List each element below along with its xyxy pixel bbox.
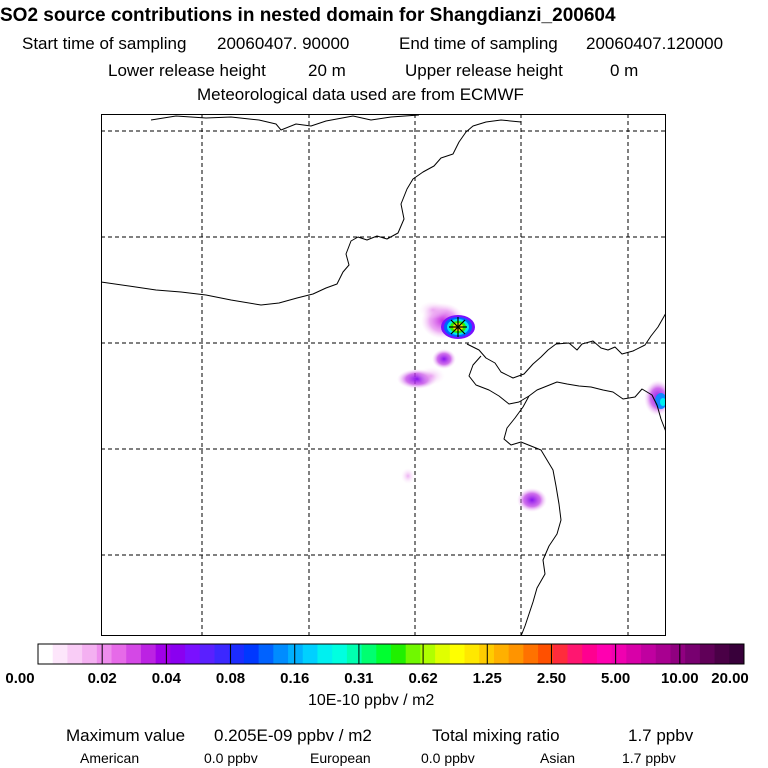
colorbar-swatch [273, 644, 289, 664]
colorbar-swatch [729, 644, 745, 664]
plume-south-1 [432, 349, 456, 369]
colorbar-swatch [361, 644, 377, 664]
total-mixing-value: 1.7 ppbv [628, 726, 694, 745]
colorbar-swatch [376, 644, 392, 664]
colorbar-unit: 10E-10 ppbv / m2 [308, 692, 435, 709]
colorbar-swatch [67, 644, 83, 664]
colorbar-tick-label: 1.25 [472, 670, 502, 687]
colorbar-swatch [508, 644, 524, 664]
colorbar-swatch [140, 644, 157, 664]
colorbar-swatch [420, 644, 436, 664]
colorbar-tick-label: 10.00 [661, 670, 699, 687]
source-european-label: European [310, 750, 371, 766]
colorbar-tick-label: 0.08 [215, 670, 246, 687]
colorbar-swatch [464, 644, 480, 664]
colorbar-tick-label: 0.04 [151, 670, 181, 687]
colorbar-swatch [685, 644, 701, 664]
source-american-value: 0.0 ppbv [204, 750, 258, 766]
colorbar-swatch [82, 644, 98, 664]
colorbar-swatch [229, 644, 245, 664]
colorbar-swatch [523, 644, 539, 664]
colorbar-tick-label: 2.50 [536, 670, 567, 687]
colorbar-swatch [38, 644, 54, 664]
source-asian-label: Asian [540, 750, 576, 766]
max-value: 0.205E-09 ppbv / m2 [214, 726, 372, 745]
end-time-value: 20060407.120000 [586, 34, 724, 53]
max-value-label: Maximum value [66, 726, 186, 745]
lower-release-label: Lower release height [108, 61, 266, 80]
colorbar-tick-label: 0.02 [87, 670, 117, 687]
plume-southwest-faint [417, 367, 445, 385]
colorbar-tick-label: 0.16 [280, 670, 310, 687]
receptor-cross-marker [449, 317, 467, 337]
colorbar-swatch [391, 644, 407, 664]
colorbar-swatch [346, 644, 363, 664]
colorbar-swatch [111, 644, 127, 664]
colorbar-swatch [258, 644, 274, 664]
colorbar-swatch [582, 644, 598, 664]
upper-release-value: 0 m [610, 61, 639, 80]
start-time-label: Start time of sampling [22, 34, 187, 53]
coastline-borders [101, 114, 666, 636]
colorbar-tick-label: 0.62 [408, 670, 438, 687]
plot-title: SO2 source contributions in nested domai… [0, 5, 616, 26]
colorbar-swatch [214, 644, 230, 664]
colorbar-swatch [699, 644, 716, 664]
total-mixing-label: Total mixing ratio [432, 726, 560, 745]
colorbar-swatch [405, 644, 421, 664]
colorbar-swatch [288, 644, 304, 664]
colorbar-swatch [611, 644, 627, 664]
colorbar-swatch [552, 644, 568, 664]
colorbar-tick-label: 20.00 [711, 670, 749, 687]
colorbar-swatch [435, 644, 451, 664]
map-frame [101, 114, 666, 636]
colorbar-swatch [126, 644, 142, 664]
colorbar-tick-label: 5.00 [601, 670, 631, 687]
plume-south-3 [401, 468, 415, 484]
colorbar-swatch [670, 644, 686, 664]
upper-release-label: Upper release height [405, 61, 563, 80]
plume-southeast [517, 488, 547, 512]
colorbar-swatch [332, 644, 348, 664]
lat-lon-grid [101, 114, 666, 636]
colorbar-swatch [96, 644, 113, 664]
colorbar-swatch [714, 644, 730, 664]
concentration-map [101, 114, 666, 636]
colorbar-swatch [185, 644, 201, 664]
colorbar-swatch [626, 644, 642, 664]
colorbar-swatch [538, 644, 554, 664]
colorbar-swatch [155, 644, 171, 664]
start-time-value: 20060407. 90000 [217, 34, 350, 53]
source-american-label: American [80, 750, 140, 766]
colorbar-swatch [655, 644, 671, 664]
colorbar-swatch [493, 644, 510, 664]
colorbar-swatch [641, 644, 657, 664]
colorbar-swatch [170, 644, 186, 664]
colorbar-swatch [317, 644, 333, 664]
plume-east-inner [660, 398, 666, 406]
source-european-value: 0.0 ppbv [421, 750, 475, 766]
concentration-field [397, 301, 666, 512]
colorbar-swatch [596, 644, 613, 664]
colorbar-swatch [302, 644, 318, 664]
source-asian-value: 1.7 ppbv [622, 750, 676, 766]
colorbar-tick-label: 0.00 [5, 670, 35, 687]
colorbar-swatch [243, 644, 260, 664]
colorbar-swatch [449, 644, 466, 664]
plume-northwest-streak [419, 301, 447, 319]
colorbar-swatch [567, 644, 583, 664]
lower-release-value: 20 m [308, 61, 346, 80]
colorbar-tick-label: 0.31 [344, 670, 374, 687]
colorbar-swatch [199, 644, 215, 664]
end-time-label: End time of sampling [399, 34, 558, 53]
colorbar [37, 643, 745, 665]
colorbar-swatch [52, 644, 68, 664]
colorbar-frame [37, 643, 745, 665]
meteo-note: Meteorological data used are from ECMWF [197, 85, 524, 104]
